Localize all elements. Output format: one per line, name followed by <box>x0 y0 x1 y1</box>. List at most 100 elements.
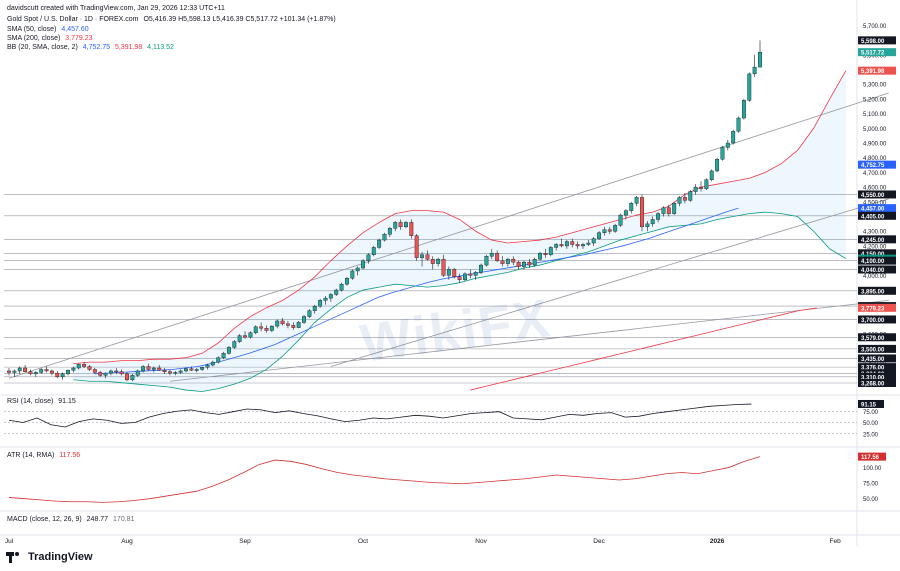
bb-lower-value: 4,113.52 <box>147 44 174 51</box>
candle <box>125 372 129 382</box>
candle <box>672 201 677 216</box>
bb-basis-value: 4,752.75 <box>82 44 111 51</box>
price-label: 4,100.00 <box>861 259 885 265</box>
candle <box>677 195 682 207</box>
candle-body <box>414 235 419 258</box>
candle <box>441 254 446 277</box>
price-label: 3,376.00 <box>861 366 885 372</box>
candle-body <box>7 370 11 373</box>
candle <box>393 220 398 232</box>
candle <box>570 238 575 248</box>
candle <box>259 322 264 332</box>
atr-legend[interactable]: ATR (14, RMA) 117.56 <box>7 451 83 460</box>
candle <box>709 169 714 182</box>
atr-tick-label: 100.00 <box>863 466 882 472</box>
candle-body <box>570 241 575 245</box>
candle <box>178 369 183 374</box>
candle <box>371 245 376 257</box>
candle-body <box>39 369 44 373</box>
candle-body <box>559 244 564 247</box>
candle <box>543 248 548 258</box>
candle <box>184 368 188 373</box>
candle-body <box>548 247 553 255</box>
candle <box>312 304 317 314</box>
candle-body <box>479 264 484 273</box>
candle-body <box>699 186 703 189</box>
bb-legend[interactable]: BB (20, SMA, close, 2) 4,752.75 5,391.98… <box>7 43 177 52</box>
candle-body <box>328 294 333 299</box>
candle <box>693 184 698 195</box>
bb-label: BB (20, SMA, close, 2) <box>7 44 78 51</box>
candle-body <box>167 371 172 374</box>
candle <box>522 260 526 270</box>
candle <box>741 98 746 120</box>
price-label-box <box>858 265 896 274</box>
sma200-legend[interactable]: SMA (200, close) 3,779.23 <box>7 34 96 43</box>
macd-legend[interactable]: MACD (close, 12, 26, 9) 248.77 170.81 <box>7 515 137 524</box>
price-label-box <box>858 235 896 244</box>
candle <box>210 360 215 367</box>
candle-body <box>741 100 746 119</box>
price-label: 3,268.00 <box>861 382 885 388</box>
candle <box>420 251 424 267</box>
rsi-pane: 75.00 50.00 25.00 91.15 <box>4 399 884 438</box>
candle-body <box>731 131 736 144</box>
candle-body <box>60 373 65 378</box>
atr-value-box <box>858 452 886 461</box>
price-label: 3,700.00 <box>861 318 885 324</box>
price-tick-label: 5,100.00 <box>863 112 887 118</box>
candle <box>12 369 17 377</box>
candle-body <box>425 254 430 260</box>
rsi-value: 91.15 <box>58 398 76 405</box>
candle <box>602 226 607 236</box>
candle-body <box>345 278 349 285</box>
candle-body <box>468 273 473 276</box>
chart-grid <box>0 0 900 546</box>
macd-label: MACD (close, 12, 26, 9) <box>7 516 82 523</box>
candle-body <box>200 367 205 370</box>
candle-body <box>189 368 194 371</box>
candle <box>162 368 167 374</box>
sma50-value: 4,457.60 <box>61 26 89 33</box>
candle <box>581 243 585 249</box>
price-label: 4,040.00 <box>861 268 885 274</box>
sma50-legend[interactable]: SMA (50, close) 4,457.60 <box>7 25 92 34</box>
rsi-legend[interactable]: RSI (14, close) 91.15 <box>7 397 79 406</box>
candle-body <box>312 306 317 311</box>
candle-body <box>575 244 580 247</box>
candle <box>575 241 580 249</box>
rsi-label: RSI (14, close) <box>7 398 54 405</box>
candle <box>564 240 569 249</box>
time-axis: Jul Aug Sep Oct Nov Dec 2026 Feb <box>5 538 841 545</box>
candle <box>704 178 709 191</box>
price-label-box <box>858 315 896 324</box>
candle-body <box>736 117 741 132</box>
candle <box>216 356 221 364</box>
candle <box>296 320 301 329</box>
candle-body <box>55 372 60 378</box>
candle-body <box>366 254 371 261</box>
candle <box>355 266 360 276</box>
candle-body <box>591 238 596 244</box>
candle <box>468 269 473 279</box>
candle-body <box>581 244 585 247</box>
candle-body <box>758 51 762 68</box>
sma200-line <box>470 307 817 391</box>
candle-body <box>291 325 296 328</box>
price-label: 4,550.00 <box>861 193 885 199</box>
candle-body <box>108 370 113 374</box>
candle <box>114 368 119 374</box>
candle <box>173 370 178 376</box>
candle-body <box>12 370 17 373</box>
candle <box>500 256 505 267</box>
price-label-box <box>858 303 896 312</box>
candle <box>463 272 467 282</box>
candle-body <box>275 320 280 327</box>
price-label-box <box>858 211 896 220</box>
rsi-line <box>8 403 752 428</box>
candle-body <box>554 244 559 248</box>
candle <box>92 368 97 374</box>
candle-body <box>393 222 398 229</box>
tradingview-logo[interactable]: TradingView <box>6 551 93 563</box>
